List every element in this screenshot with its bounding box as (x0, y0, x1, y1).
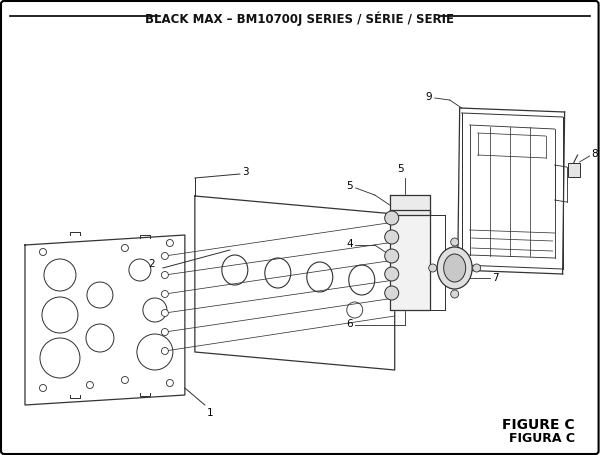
Text: FIGURA C: FIGURA C (509, 432, 575, 445)
Polygon shape (390, 195, 430, 215)
Circle shape (385, 286, 399, 300)
Circle shape (451, 290, 458, 298)
Circle shape (161, 290, 169, 298)
Circle shape (385, 267, 399, 281)
Ellipse shape (437, 247, 472, 289)
Circle shape (161, 253, 169, 259)
Ellipse shape (443, 254, 466, 282)
Text: 5: 5 (397, 164, 404, 174)
Circle shape (385, 211, 399, 225)
Text: 6: 6 (346, 319, 353, 329)
Text: FIGURE C: FIGURE C (502, 418, 575, 432)
Circle shape (451, 238, 458, 246)
Circle shape (428, 264, 437, 272)
Text: 4: 4 (346, 239, 353, 249)
Text: 9: 9 (425, 92, 431, 102)
Text: BLACK MAX – BM10700J SERIES / SÉRIE / SERIE: BLACK MAX – BM10700J SERIES / SÉRIE / SE… (145, 12, 454, 26)
Circle shape (385, 249, 399, 263)
Text: 2: 2 (148, 259, 155, 269)
Circle shape (473, 264, 481, 272)
Text: 5: 5 (346, 181, 353, 191)
Circle shape (161, 272, 169, 278)
Text: 7: 7 (491, 273, 498, 283)
Circle shape (161, 348, 169, 354)
Text: 1: 1 (207, 408, 214, 418)
Circle shape (385, 230, 399, 244)
Circle shape (161, 329, 169, 335)
Text: 8: 8 (592, 149, 598, 159)
Text: 3: 3 (242, 167, 248, 177)
Polygon shape (390, 210, 430, 310)
Circle shape (161, 309, 169, 317)
Bar (568, 163, 580, 177)
